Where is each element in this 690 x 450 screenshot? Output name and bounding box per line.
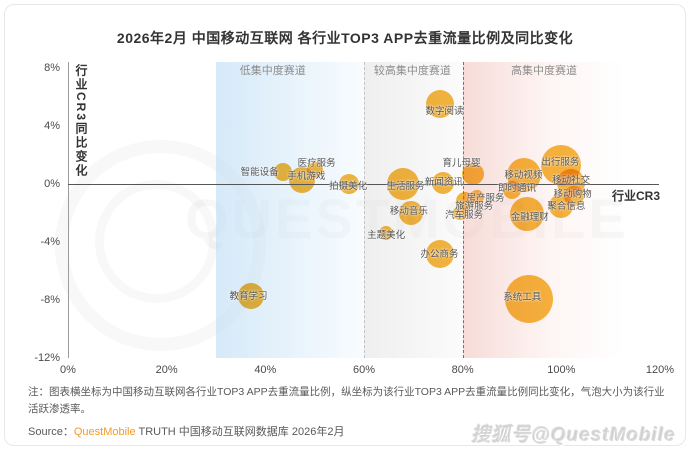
zone-label: 低集中度赛道 xyxy=(239,65,306,77)
chart-bubble xyxy=(461,162,484,185)
chart-bubble xyxy=(503,180,521,199)
bubble-label: 移动视频 xyxy=(504,170,543,182)
gray-dashed-divider xyxy=(364,62,365,358)
source-line: Source：QuestMobile TRUTH 中国移动互联网数据库 2026… xyxy=(28,423,344,439)
chart-bubble xyxy=(505,274,554,323)
bubble-label: 主题美化 xyxy=(367,230,406,242)
bubble-label: 出行服务 xyxy=(541,157,580,169)
source-rest: TRUTH 中国移动互联网数据库 2026年2月 xyxy=(135,426,345,438)
bubble-label: 育儿母婴 xyxy=(442,157,481,169)
y-axis-line xyxy=(68,62,69,358)
bubble-label: 拍摄美化 xyxy=(329,181,368,192)
x-tick-label: 80% xyxy=(451,364,474,376)
bubble-label: 新闻资讯 xyxy=(424,176,463,188)
x-tick-label: 100% xyxy=(547,364,576,376)
source-brand: QuestMobile xyxy=(73,426,136,438)
x-tick-label: 20% xyxy=(155,364,178,376)
red-dashed-divider xyxy=(462,62,464,358)
bubble-label: 金融理财 xyxy=(510,212,549,224)
bubble-label: 移动音乐 xyxy=(389,206,428,217)
y-tick-label: 0% xyxy=(44,178,60,190)
x-axis-title: 行业CR3 xyxy=(612,189,661,203)
chart-bubble xyxy=(426,239,455,268)
concentration-zone xyxy=(216,62,364,358)
chart-bubble xyxy=(456,192,475,211)
x-tick-label: 40% xyxy=(254,364,277,376)
bubble-label: 聚合信息 xyxy=(547,200,586,212)
bubble-label: 移动购物 xyxy=(553,188,592,200)
zone-label: 高集中度赛道 xyxy=(511,65,578,77)
zone-label: 较高集中度赛道 xyxy=(373,65,451,77)
chart-bubble xyxy=(453,206,468,220)
x-tick-label: 120% xyxy=(645,364,675,376)
y-tick-label: -8% xyxy=(40,294,60,306)
bubble-label: 旅游服务 xyxy=(455,201,494,213)
chart-bubble xyxy=(509,197,544,232)
chart-bubble xyxy=(273,163,292,182)
bubble-label: 房产服务 xyxy=(466,193,505,205)
bubble-label: 智能设备 xyxy=(240,167,279,179)
chart-bubble xyxy=(398,201,423,225)
bubble-label: 汽车服务 xyxy=(445,210,484,221)
chart-bubble xyxy=(379,226,394,241)
bubble-label: 生活服务 xyxy=(386,181,425,192)
source-prefix: Source： xyxy=(28,426,74,438)
chart-title: 2026年2月 中国移动互联网 各行业TOP3 APP去重流量比例及同比变化 xyxy=(116,30,574,46)
bubble-label: 办公商务 xyxy=(420,248,459,260)
chart-bubble xyxy=(426,90,455,119)
chart-bubble xyxy=(289,166,316,193)
y-tick-label: -12% xyxy=(34,352,60,364)
chart-bubble xyxy=(431,171,454,194)
bubble-label: 数字阅读 xyxy=(425,106,464,118)
x-tick-label: 60% xyxy=(352,364,376,376)
bubble-label: 教育学习 xyxy=(229,290,268,302)
chart-bubble xyxy=(237,282,264,309)
bubble-label: 医疗服务 xyxy=(297,157,336,169)
footnote: 注：图表横坐标为中国移动互联网各行业TOP3 APP去重流量比例，纵坐标为该行业… xyxy=(28,386,665,415)
chart-bubble xyxy=(549,193,574,218)
bubble-label: 系统工具 xyxy=(503,291,542,303)
bubble-label: 移动社交 xyxy=(552,174,591,186)
y-tick-label: 4% xyxy=(44,120,60,132)
y-tick-label: 8% xyxy=(44,62,60,74)
bubble-label: 即时通讯 xyxy=(497,182,537,194)
x-tick-label: 0% xyxy=(60,364,76,376)
y-axis-title: 行业CR3同比变化 xyxy=(74,64,88,179)
social-account-watermark: 搜狐号@QuestMobile xyxy=(471,425,676,446)
x-axis-zero-line xyxy=(68,184,659,185)
y-tick-label: -4% xyxy=(40,236,60,248)
bubble-label: 手机游戏 xyxy=(287,170,326,182)
